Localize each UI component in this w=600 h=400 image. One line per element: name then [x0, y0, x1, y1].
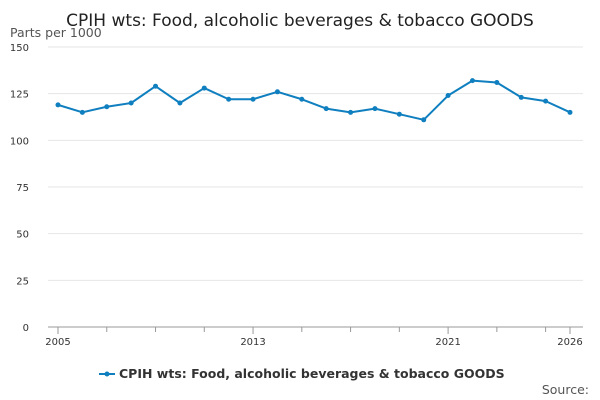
gridlines: [48, 46, 583, 281]
data-point[interactable]: [55, 102, 61, 108]
data-point[interactable]: [543, 98, 549, 104]
legend-entry-label: CPIH wts: Food, alcoholic beverages & to…: [119, 366, 505, 381]
y-tick-label: 25: [16, 276, 29, 287]
data-point[interactable]: [79, 109, 85, 115]
y-tick-label: 50: [16, 230, 29, 241]
data-point[interactable]: [226, 96, 232, 102]
data-point[interactable]: [274, 89, 280, 95]
data-point[interactable]: [494, 79, 500, 85]
data-point[interactable]: [396, 111, 402, 117]
data-point[interactable]: [372, 106, 378, 112]
y-axis-ticks: 0 25 50 75 100 125 150: [10, 43, 29, 334]
data-point[interactable]: [153, 83, 159, 89]
data-point[interactable]: [323, 106, 329, 112]
y-tick-label: 0: [23, 323, 29, 334]
data-point[interactable]: [250, 96, 256, 102]
data-point[interactable]: [567, 109, 573, 115]
y-tick-label: 100: [10, 136, 29, 147]
source-label: Source:: [542, 382, 589, 397]
x-tick-label: 2013: [240, 337, 265, 348]
series-area: [55, 78, 573, 123]
data-point[interactable]: [445, 93, 451, 99]
series-line: [57, 79, 571, 121]
x-tick-label: 2005: [45, 337, 70, 348]
data-point[interactable]: [177, 100, 183, 106]
legend[interactable]: CPIH wts: Food, alcoholic beverages & to…: [99, 366, 505, 381]
y-tick-label: 125: [10, 90, 29, 101]
data-point[interactable]: [299, 96, 305, 102]
y-axis-unit-label: Parts per 1000: [10, 25, 102, 40]
x-axis-ticks: 2005 2013 2021 2026: [45, 327, 583, 348]
data-point[interactable]: [518, 94, 524, 100]
data-point[interactable]: [128, 100, 134, 106]
y-tick-label: 75: [16, 183, 29, 194]
data-point[interactable]: [201, 85, 207, 91]
x-tick-label: 2021: [435, 337, 460, 348]
x-tick-label: 2026: [557, 337, 582, 348]
chart-title: CPIH wts: Food, alcoholic beverages & to…: [66, 11, 534, 31]
data-point[interactable]: [348, 109, 354, 115]
legend-swatch-marker: [104, 371, 110, 377]
data-point[interactable]: [104, 104, 110, 110]
data-point[interactable]: [469, 78, 475, 84]
y-tick-label: 150: [10, 43, 29, 54]
data-point[interactable]: [421, 117, 427, 123]
